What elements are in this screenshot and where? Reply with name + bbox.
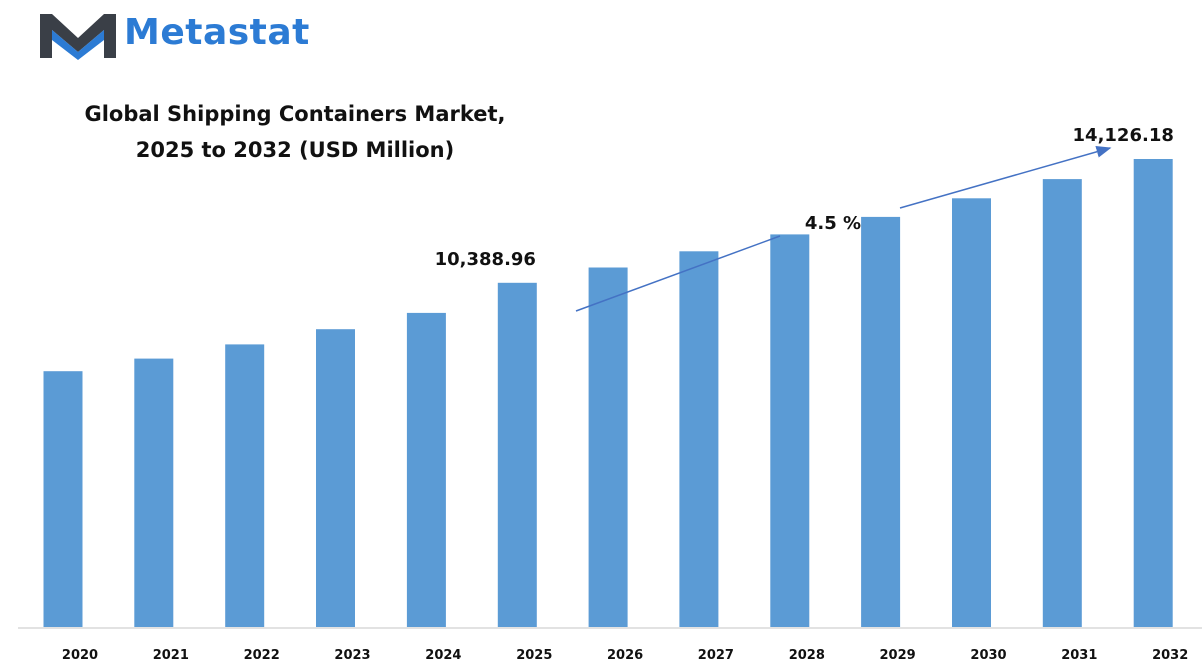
bar-2031: [1042, 179, 1082, 627]
bar-2027: [679, 251, 719, 628]
bar-2022: [225, 344, 265, 627]
x-tick-2026: 2026: [607, 648, 643, 663]
metastat-logo-icon: [40, 14, 116, 60]
x-tick-2031: 2031: [1061, 648, 1097, 663]
chart-title-line-1: Global Shipping Containers Market,: [84, 102, 506, 126]
data-labels: 10,388.96 14,126.18: [435, 125, 1174, 270]
x-tick-2029: 2029: [880, 648, 916, 663]
x-tick-labels: 2020 2021 2022 2023 2024 2025 2026 2027 2028 2029…: [62, 648, 1188, 663]
bar-2020: [43, 371, 83, 627]
brand-name: Metastat: [124, 12, 310, 53]
data-label-2025: 10,388.96: [435, 249, 536, 270]
chart-title: Global Shipping Containers Market, 2025 …: [30, 96, 560, 168]
data-label-2032: 14,126.18: [1073, 125, 1174, 146]
x-tick-2020: 2020: [62, 648, 98, 663]
growth-arrow-line-end: [899, 145, 1112, 209]
x-tick-2022: 2022: [244, 648, 280, 663]
bar-2025: [497, 282, 537, 627]
x-tick-2028: 2028: [789, 648, 825, 663]
bar-2032: [1133, 159, 1173, 627]
x-tick-2032: 2032: [1152, 648, 1188, 663]
bars-layer: [43, 159, 1173, 628]
x-tick-2021: 2021: [153, 648, 189, 663]
chart-title-line-2: 2025 to 2032 (USD Million): [135, 138, 455, 162]
x-tick-2023: 2023: [334, 648, 370, 663]
bar-2028: [770, 234, 810, 627]
x-tick-2025: 2025: [516, 648, 552, 663]
bar-2029: [861, 216, 901, 627]
bar-2026: [588, 267, 628, 627]
growth-arrow-line-start: [575, 235, 781, 312]
x-tick-2030: 2030: [970, 648, 1006, 663]
bar-2024: [406, 312, 446, 627]
bar-2021: [134, 358, 174, 627]
growth-rate-label: 4.5 %: [805, 213, 861, 234]
bar-2023: [316, 329, 355, 627]
bar-2030: [952, 198, 991, 628]
x-tick-2024: 2024: [425, 648, 461, 663]
x-tick-2027: 2027: [698, 648, 734, 663]
